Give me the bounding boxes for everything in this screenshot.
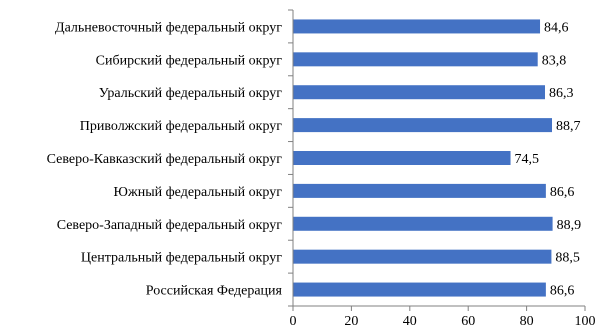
x-tick-label-2: 40: [403, 314, 417, 327]
category-label-1: Сибирский федеральный округ: [96, 53, 283, 68]
data-label-1: 83,8: [542, 53, 567, 68]
data-label-0: 84,6: [544, 20, 569, 35]
category-label-2: Уральский федеральный округ: [99, 86, 283, 101]
x-tick-label-1: 20: [344, 314, 358, 327]
category-label-4: Северо-Кавказский федеральный округ: [47, 152, 283, 167]
category-label-3: Приволжский федеральный округ: [80, 119, 282, 134]
bar-6: [293, 216, 553, 231]
x-tick-label-4: 80: [520, 314, 534, 327]
axes-group: [288, 9, 586, 311]
bar-3: [293, 118, 553, 133]
x-tick-label-3: 60: [461, 314, 475, 327]
data-label-7: 88,5: [555, 251, 580, 266]
data-label-8: 86,6: [550, 284, 575, 299]
bar-7: [293, 249, 552, 264]
category-label-5: Южный федеральный округ: [113, 185, 282, 200]
category-label-7: Центральный федеральный округ: [81, 251, 282, 266]
bar-5: [293, 183, 546, 198]
data-label-3: 88,7: [556, 119, 581, 134]
bar-4: [293, 151, 511, 165]
x-tick-label-5: 100: [575, 314, 596, 327]
data-label-2: 86,3: [549, 86, 574, 101]
category-label-6: Северо-Западный федеральный округ: [57, 218, 283, 233]
bars-group: [293, 19, 553, 297]
bar-8: [293, 282, 546, 297]
category-label-0: Дальневосточный федеральный округ: [55, 20, 282, 35]
bar-2: [293, 85, 545, 100]
bar-0: [293, 19, 541, 34]
data-label-4: 74,5: [515, 152, 540, 167]
data-label-6: 88,9: [557, 218, 582, 233]
bar-1: [293, 52, 538, 67]
data-label-5: 86,6: [550, 185, 575, 200]
labels-group: Дальневосточный федеральный округ 84,6 Сиб…: [47, 20, 596, 327]
category-label-8: Российская Федерация: [146, 284, 283, 299]
x-tick-label-0: 0: [290, 314, 297, 327]
